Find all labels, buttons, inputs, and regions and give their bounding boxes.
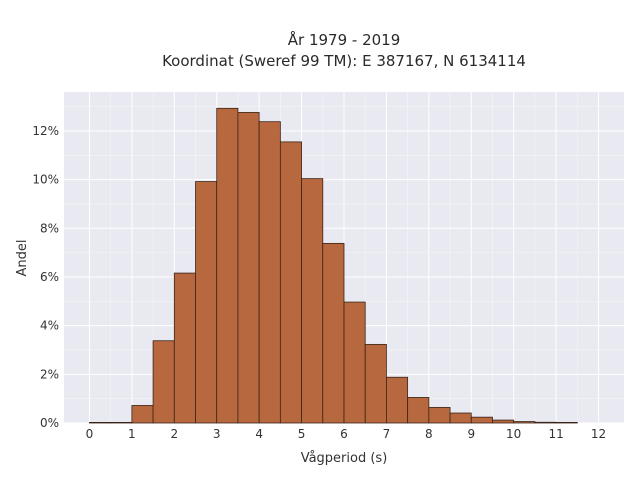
x-tick-label: 6 — [340, 427, 348, 441]
histogram-bar — [407, 397, 430, 424]
chart-title-line-1: År 1979 - 2019 — [288, 30, 401, 49]
x-tick-label: 9 — [467, 427, 475, 441]
histogram-bar — [513, 421, 536, 424]
histogram-bar — [428, 407, 451, 424]
x-axis-label: Vågperiod (s) — [301, 451, 388, 466]
histogram-bar — [322, 242, 345, 424]
x-tick-label: 3 — [213, 427, 221, 441]
y-tick-label: 2% — [40, 367, 59, 381]
histogram-bar — [492, 419, 515, 424]
y-tick-label: 4% — [40, 319, 59, 333]
histogram-bar — [237, 112, 260, 424]
histogram-bar — [343, 301, 366, 424]
histogram-bar — [534, 421, 557, 424]
x-tick-label: 5 — [298, 427, 306, 441]
histogram-bar — [364, 343, 387, 424]
histogram-bar — [258, 121, 281, 424]
bars — [89, 107, 578, 424]
x-tick-label: 11 — [548, 427, 563, 441]
histogram-bar — [173, 272, 196, 424]
x-tick-label: 4 — [255, 427, 263, 441]
y-tick-label: 6% — [40, 270, 59, 284]
histogram-bar — [131, 405, 154, 424]
histogram-bar — [301, 178, 324, 424]
histogram-bar — [89, 421, 112, 424]
histogram-bar — [470, 416, 493, 424]
x-tick-label: 1 — [128, 427, 136, 441]
x-tick-label: 0 — [86, 427, 94, 441]
histogram-bar — [555, 421, 578, 424]
histogram-bar — [386, 376, 409, 424]
x-tick-label: 12 — [591, 427, 606, 441]
y-tick-label: 10% — [32, 173, 59, 187]
y-tick-label: 12% — [32, 124, 59, 138]
x-tick-label: 7 — [383, 427, 391, 441]
histogram-bar — [110, 421, 133, 424]
histogram-bar — [152, 340, 175, 424]
x-axis-ticks: 0 1 2 3 4 5 6 7 8 9 10 11 12 — [86, 427, 607, 441]
histogram-bar — [449, 412, 472, 424]
y-tick-label: 0% — [40, 416, 59, 430]
chart-title-line-2: Koordinat (Sweref 99 TM): E 387167, N 61… — [162, 52, 526, 70]
y-axis-ticks: 0% 2% 4% 6% 8% 10% 12% — [32, 124, 59, 430]
y-axis-label: Andel — [15, 240, 30, 277]
y-tick-label: 8% — [40, 221, 59, 235]
x-tick-label: 10 — [506, 427, 521, 441]
histogram-bar — [216, 107, 239, 424]
histogram-bar — [195, 181, 218, 424]
x-tick-label: 2 — [170, 427, 178, 441]
x-tick-label: 8 — [425, 427, 433, 441]
histogram-bar — [279, 141, 302, 424]
